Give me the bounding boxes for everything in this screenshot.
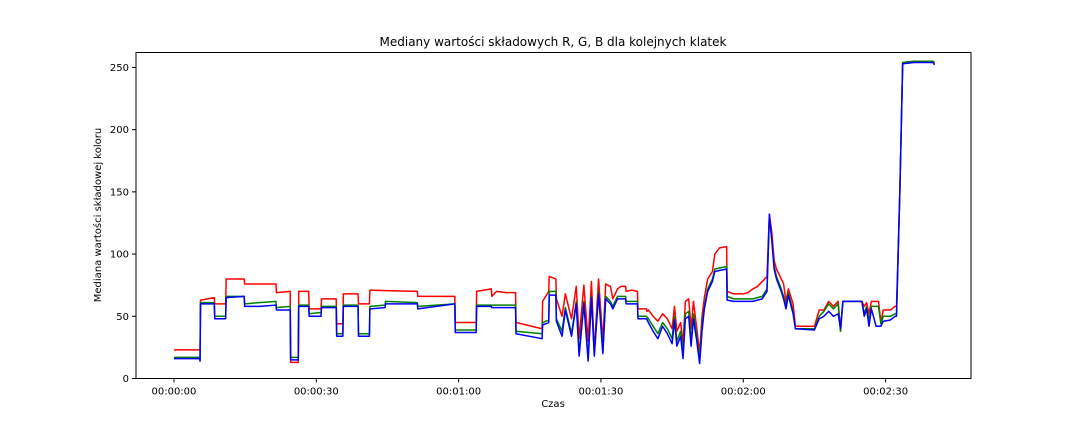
x-tick-label: 00:02:00 [721, 387, 766, 398]
x-tick-label: 00:00:00 [151, 387, 196, 398]
y-tick-label: 200 [110, 125, 129, 136]
x-tick-label: 00:01:30 [578, 387, 623, 398]
x-axis-ticks: 00:00:00 00:00:30 00:01:00 00:01:30 00:02:00… [151, 378, 908, 398]
y-axis-label: Mediana wartości składowej koloru [92, 128, 104, 302]
x-axis-label: Czas [541, 399, 565, 410]
y-tick-label: 150 [110, 187, 129, 198]
x-tick-label: 00:01:00 [436, 387, 481, 398]
y-tick-label: 250 [110, 63, 129, 74]
x-tick-label: 00:00:30 [294, 387, 339, 398]
y-axis-ticks: 0 50 100 150 200 250 [110, 63, 136, 385]
x-tick-label: 00:02:30 [863, 387, 908, 398]
y-tick-label: 100 [110, 250, 129, 261]
series-line-3 [173, 61, 936, 365]
series-layer [173, 60, 936, 365]
axes-frame [135, 52, 972, 379]
y-tick-label: 0 [123, 374, 129, 385]
chart-title: Mediany wartości składowych R, G, B dla … [380, 35, 727, 49]
y-tick-label: 50 [116, 312, 129, 323]
plot-area [135, 52, 972, 379]
